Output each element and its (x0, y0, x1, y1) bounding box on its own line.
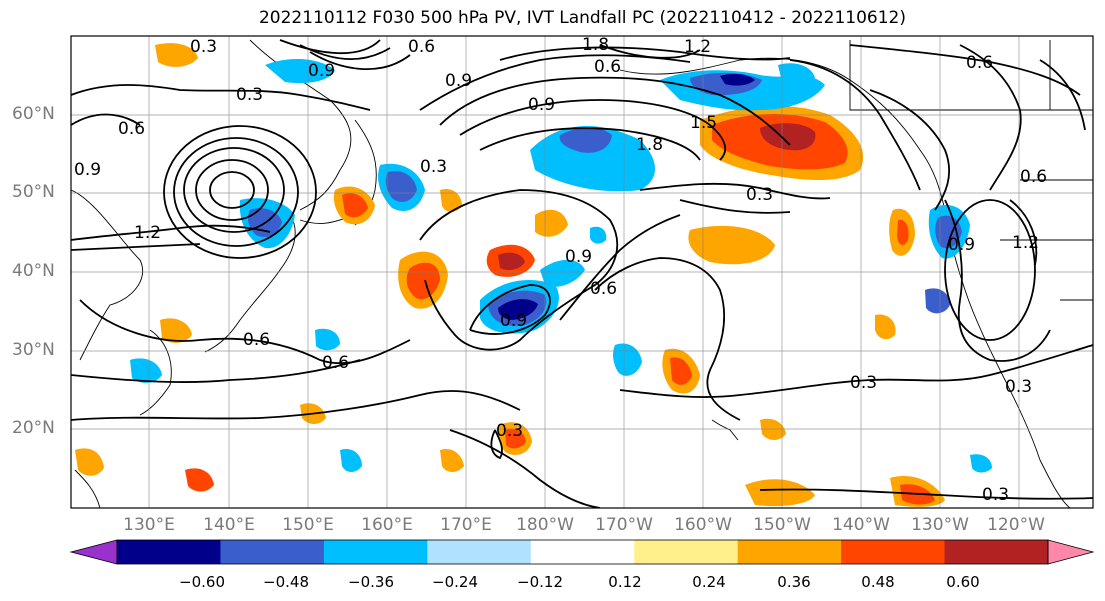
lon-label-140e: 140°E (203, 515, 255, 535)
lon-label-170w: 170°W (595, 515, 653, 535)
colorbar-bin (944, 540, 1049, 564)
colorbar-bin (220, 540, 325, 564)
lon-label-140w: 140°W (832, 515, 890, 535)
contour-label: 1.8 (582, 35, 609, 55)
colorbar-tick-label: −0.24 (432, 573, 478, 591)
contour-label: 0.6 (966, 53, 993, 73)
colorbar-bin (634, 540, 739, 564)
lon-label-130w: 130°W (911, 515, 969, 535)
contour-label: 0.9 (500, 311, 527, 331)
contour-label: 0.6 (1020, 167, 1047, 187)
contour-label: 1.8 (636, 135, 663, 155)
map-title: 2022110112 F030 500 hPa PV, IVT Landfall… (258, 8, 906, 28)
contour-label: 0.3 (1005, 377, 1032, 397)
colorbar-bin (117, 540, 221, 564)
contour-labels: 0.3 0.6 0.9 0.9 0.3 0.6 0.9 1.2 0.9 1.8 … (74, 35, 1047, 505)
colorbar-tick-label: 0.60 (946, 573, 980, 591)
colorbar-tick-label: −0.12 (517, 573, 563, 591)
contour-label: 0.6 (322, 353, 349, 373)
gridlines (71, 36, 1093, 508)
lat-label-30n: 30°N (12, 340, 55, 360)
contour-label: 0.9 (74, 160, 101, 180)
colorbar-tick-label: −0.36 (348, 573, 394, 591)
lat-label-40n: 40°N (12, 261, 55, 281)
contour-label: 0.9 (565, 247, 592, 267)
lon-label-160w: 160°W (674, 515, 732, 535)
contour-label: 1.2 (1012, 233, 1039, 253)
contour-label: 0.9 (308, 61, 335, 81)
lon-label-160e: 160°E (361, 515, 413, 535)
contour-label: 0.3 (236, 85, 263, 105)
colorbar-bin (427, 540, 532, 564)
contour-label: 0.3 (982, 485, 1009, 505)
lat-label-50n: 50°N (12, 182, 55, 202)
lon-label-120w: 120°W (987, 515, 1045, 535)
contour-label: 0.3 (420, 157, 447, 177)
contour-label: 0.3 (190, 37, 217, 57)
lon-label-130e: 130°E (123, 515, 175, 535)
colorbar-tick-label: 0.24 (692, 573, 726, 591)
colorbar-extend-low (69, 539, 118, 565)
colorbar-bin (530, 540, 635, 564)
colorbar-bin (841, 540, 946, 564)
colorbar-bin (737, 540, 842, 564)
colorbar-bin (323, 540, 428, 564)
lon-label-180w: 180°W (516, 515, 574, 535)
contour-label: 0.3 (746, 185, 773, 205)
lon-label-150w: 150°W (753, 515, 811, 535)
map-frame (70, 35, 1094, 509)
colorbar-extend-high (1047, 539, 1095, 565)
lon-label-150e: 150°E (282, 515, 334, 535)
contour-label: 0.6 (594, 57, 621, 77)
contour-label: 0.6 (243, 330, 270, 350)
contour-label: 0.6 (118, 119, 145, 139)
colorbar-tick-label: 0.12 (608, 573, 642, 591)
contour-label: 0.3 (496, 421, 523, 441)
colorbar (69, 539, 1095, 565)
contour-label: 0.3 (850, 373, 877, 393)
colorbar-tick-label: −0.60 (179, 573, 225, 591)
contour-label: 0.9 (528, 95, 555, 115)
contour-label: 1.5 (690, 113, 717, 133)
contour-label: 0.6 (590, 279, 617, 299)
lat-label-20n: 20°N (12, 418, 55, 438)
colorbar-tick-label: 0.48 (861, 573, 895, 591)
contour-label: 0.9 (445, 71, 472, 91)
lon-label-170e: 170°E (440, 515, 492, 535)
shading (75, 43, 992, 507)
contour-label: 1.2 (684, 37, 711, 57)
colorbar-tick-label: −0.48 (263, 573, 309, 591)
contour-label: 0.6 (408, 37, 435, 57)
pv-contours (71, 39, 1093, 508)
contour-label: 1.2 (134, 223, 161, 243)
colorbar-border (116, 539, 1049, 565)
contour-label: 0.9 (948, 235, 975, 255)
colorbar-tick-label: 0.36 (777, 573, 811, 591)
lat-label-60n: 60°N (12, 104, 55, 124)
